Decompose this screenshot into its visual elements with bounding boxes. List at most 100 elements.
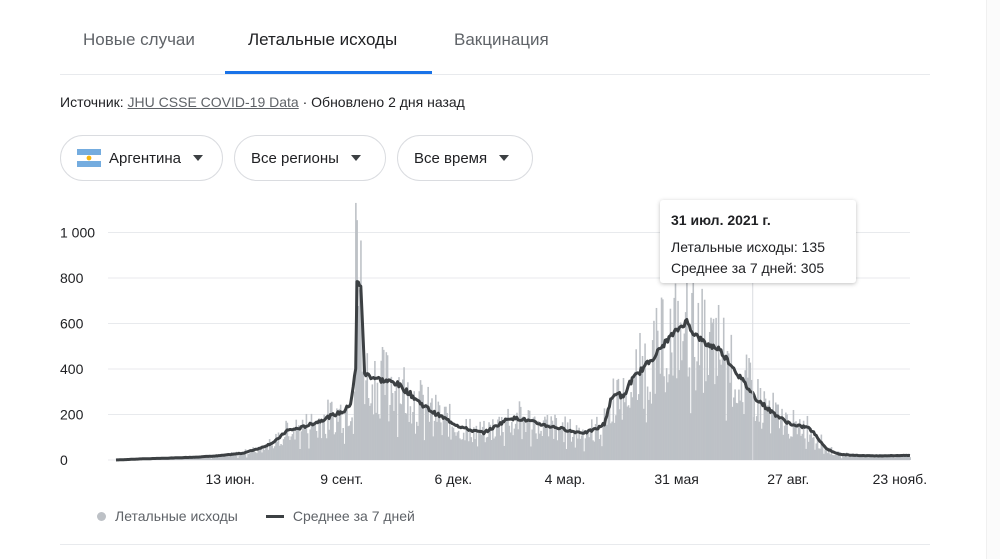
bar bbox=[547, 436, 550, 460]
tab-deaths[interactable]: Летальные исходы bbox=[248, 30, 398, 49]
bar bbox=[211, 457, 214, 460]
bar bbox=[815, 443, 818, 460]
argentina-flag-icon bbox=[77, 149, 101, 167]
bar bbox=[758, 421, 760, 460]
bar bbox=[461, 439, 464, 460]
bar bbox=[871, 456, 873, 460]
bar bbox=[492, 419, 494, 460]
bar bbox=[342, 428, 344, 460]
bar bbox=[616, 380, 618, 460]
bar bbox=[866, 454, 868, 460]
bar bbox=[372, 414, 375, 460]
bar bbox=[682, 341, 684, 460]
bar bbox=[457, 430, 460, 460]
bar bbox=[305, 413, 308, 460]
bar bbox=[767, 405, 769, 460]
bar bbox=[863, 454, 866, 460]
chevron-down-icon bbox=[350, 155, 361, 161]
bar bbox=[563, 442, 565, 460]
bar bbox=[527, 410, 530, 460]
bar bbox=[197, 457, 200, 460]
bar bbox=[289, 439, 291, 460]
bar bbox=[329, 402, 332, 460]
bar bbox=[402, 379, 404, 460]
bar bbox=[607, 411, 610, 460]
bar bbox=[781, 408, 783, 460]
bar bbox=[535, 433, 537, 460]
bar bbox=[325, 438, 328, 460]
period-select[interactable]: Все время bbox=[397, 135, 533, 181]
bar bbox=[443, 406, 446, 460]
bar bbox=[565, 449, 568, 460]
bar bbox=[500, 417, 503, 460]
bar bbox=[611, 421, 613, 460]
bar bbox=[210, 458, 213, 460]
bar bbox=[648, 399, 650, 460]
tab-vaccination[interactable]: Вакцинация bbox=[454, 30, 549, 49]
region-select[interactable]: Все регионы bbox=[234, 135, 386, 181]
bar bbox=[366, 353, 369, 460]
bar bbox=[346, 406, 348, 460]
bar bbox=[350, 421, 352, 460]
bar bbox=[882, 456, 885, 460]
bar bbox=[254, 452, 257, 460]
bar bbox=[334, 432, 337, 460]
bar bbox=[352, 433, 355, 460]
bar bbox=[395, 382, 398, 460]
bar bbox=[318, 418, 320, 460]
bar bbox=[259, 449, 262, 460]
bar bbox=[797, 424, 800, 460]
bar bbox=[257, 448, 259, 460]
bar bbox=[338, 408, 341, 460]
chevron-down-icon bbox=[499, 155, 510, 161]
bar bbox=[791, 436, 793, 460]
bar bbox=[660, 297, 663, 460]
bar bbox=[620, 399, 622, 460]
bar bbox=[536, 438, 539, 460]
bar bbox=[330, 401, 333, 460]
bar bbox=[560, 429, 563, 460]
bar bbox=[242, 455, 244, 460]
bar bbox=[711, 322, 714, 460]
page-scrollbar[interactable] bbox=[986, 0, 1000, 559]
bar bbox=[201, 458, 204, 460]
bar bbox=[484, 442, 487, 460]
bar bbox=[469, 418, 471, 460]
bar bbox=[224, 455, 227, 460]
country-select[interactable]: Аргентина bbox=[60, 135, 223, 181]
bar bbox=[712, 318, 715, 460]
bar bbox=[539, 433, 541, 460]
bar bbox=[753, 396, 755, 460]
bar bbox=[719, 359, 721, 460]
bar bbox=[426, 403, 428, 460]
bar bbox=[847, 457, 849, 460]
bar bbox=[692, 282, 695, 460]
bar bbox=[716, 375, 719, 460]
bar bbox=[494, 436, 497, 460]
bar bbox=[322, 421, 324, 460]
bar bbox=[792, 409, 795, 460]
bar bbox=[892, 455, 895, 460]
bar bbox=[639, 332, 641, 460]
bar bbox=[663, 376, 665, 460]
bar bbox=[508, 425, 511, 460]
bar bbox=[837, 451, 839, 460]
x-tick-label: 27 авг. bbox=[767, 471, 809, 487]
tab-new-cases[interactable]: Новые случаи bbox=[83, 30, 195, 49]
bar bbox=[849, 456, 852, 460]
bar bbox=[578, 427, 580, 460]
bar bbox=[604, 422, 607, 460]
bar bbox=[710, 317, 712, 460]
bar bbox=[280, 443, 282, 460]
bar bbox=[612, 378, 615, 460]
bar bbox=[782, 434, 785, 460]
bar bbox=[810, 427, 813, 460]
bar bbox=[275, 433, 277, 460]
source-link[interactable]: JHU CSSE COVID-19 Data bbox=[127, 94, 299, 110]
bar bbox=[727, 353, 730, 460]
bar bbox=[263, 449, 266, 460]
bar bbox=[389, 404, 391, 460]
bar bbox=[414, 433, 417, 460]
bar bbox=[398, 377, 400, 460]
bar bbox=[554, 414, 556, 460]
